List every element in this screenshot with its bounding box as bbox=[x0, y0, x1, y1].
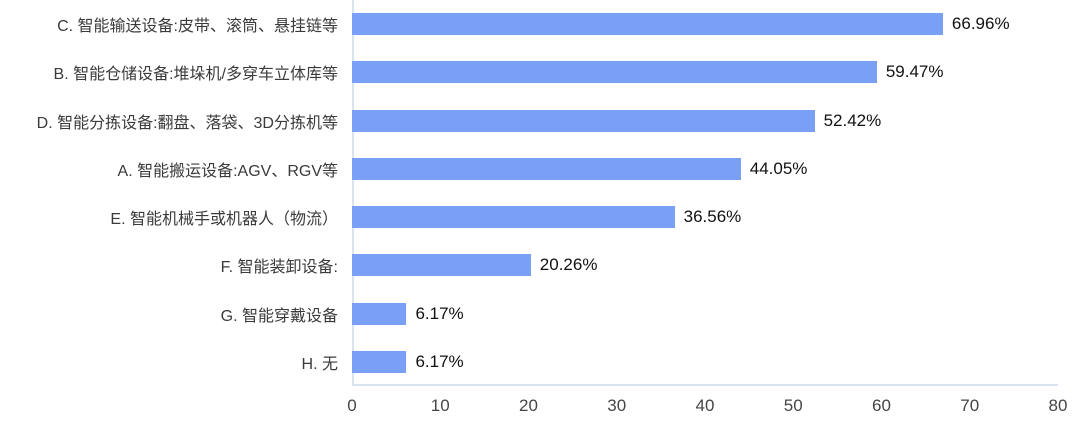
value-label: 6.17% bbox=[415, 303, 464, 323]
bar bbox=[352, 13, 943, 36]
category-label: G. 智能穿戴设备 bbox=[220, 307, 338, 325]
category-label: H. 无 bbox=[301, 355, 338, 373]
value-label: 6.17% bbox=[415, 351, 464, 371]
bar bbox=[352, 109, 815, 132]
x-axis-tick: 10 bbox=[430, 396, 450, 415]
bar-row: A. 智能搬运设备:AGV、RGV等 44.05% bbox=[0, 145, 1080, 193]
value-label: 59.47% bbox=[885, 62, 944, 82]
bar-row: D. 智能分拣设备:翻盘、落袋、3D分拣机等 52.42% bbox=[0, 97, 1080, 145]
value-label: 44.05% bbox=[749, 158, 808, 178]
bar-row: G. 智能穿戴设备 6.17% bbox=[0, 290, 1080, 338]
value-label: 66.96% bbox=[951, 14, 1010, 34]
x-axis-tick: 80 bbox=[1048, 396, 1068, 415]
bar bbox=[352, 157, 741, 180]
bar-rows: C. 智能输送设备:皮带、滚筒、悬挂链等 66.96% B. 智能仓储设备:堆垛机/… bbox=[0, 0, 1080, 386]
bar-track: 52.42% bbox=[352, 109, 1058, 132]
x-axis-tick: 0 bbox=[347, 396, 357, 415]
category-label: A. 智能搬运设备:AGV、RGV等 bbox=[117, 162, 338, 180]
bar-track: 6.17% bbox=[352, 350, 1058, 373]
bar bbox=[352, 206, 675, 229]
bar-track: 59.47% bbox=[352, 61, 1058, 84]
value-label: 36.56% bbox=[683, 207, 742, 227]
category-label: F. 智能装卸设备: bbox=[220, 259, 338, 277]
x-axis-tick: 30 bbox=[607, 396, 627, 415]
bar-row: C. 智能输送设备:皮带、滚筒、悬挂链等 66.96% bbox=[0, 0, 1080, 48]
x-axis-tick: 70 bbox=[960, 396, 980, 415]
x-axis-tick: 60 bbox=[872, 396, 891, 415]
category-label: E. 智能机械手或机器人（物流） bbox=[110, 211, 338, 229]
x-axis-tick: 40 bbox=[695, 396, 715, 415]
bar-row: E. 智能机械手或机器人（物流） 36.56% bbox=[0, 193, 1080, 241]
bar bbox=[352, 350, 407, 373]
bar-track: 36.56% bbox=[352, 206, 1058, 229]
category-label: B. 智能仓储设备:堆垛机/多穿车立体库等 bbox=[53, 66, 338, 84]
bar-track: 44.05% bbox=[352, 157, 1058, 180]
value-label: 20.26% bbox=[539, 255, 598, 275]
bar-track: 66.96% bbox=[352, 13, 1058, 36]
value-label: 52.42% bbox=[823, 110, 882, 130]
category-label: C. 智能输送设备:皮带、滚筒、悬挂链等 bbox=[57, 18, 338, 36]
bar bbox=[352, 61, 877, 84]
bar-row: H. 无 6.17% bbox=[0, 338, 1080, 386]
bar bbox=[352, 302, 407, 325]
bar-row: B. 智能仓储设备:堆垛机/多穿车立体库等 59.47% bbox=[0, 48, 1080, 96]
x-axis-tick: 50 bbox=[783, 396, 803, 415]
x-axis-tick: 20 bbox=[519, 396, 538, 415]
category-label: D. 智能分拣设备:翻盘、落袋、3D分拣机等 bbox=[36, 114, 338, 132]
x-axis: 0 10 20 30 40 50 60 70 80 bbox=[347, 386, 1067, 434]
bar bbox=[352, 254, 531, 277]
bar-track: 20.26% bbox=[352, 254, 1058, 277]
bar-track: 6.17% bbox=[352, 302, 1058, 325]
plot-area-frame bbox=[352, 0, 1058, 386]
bar-row: F. 智能装卸设备: 20.26% bbox=[0, 241, 1080, 289]
